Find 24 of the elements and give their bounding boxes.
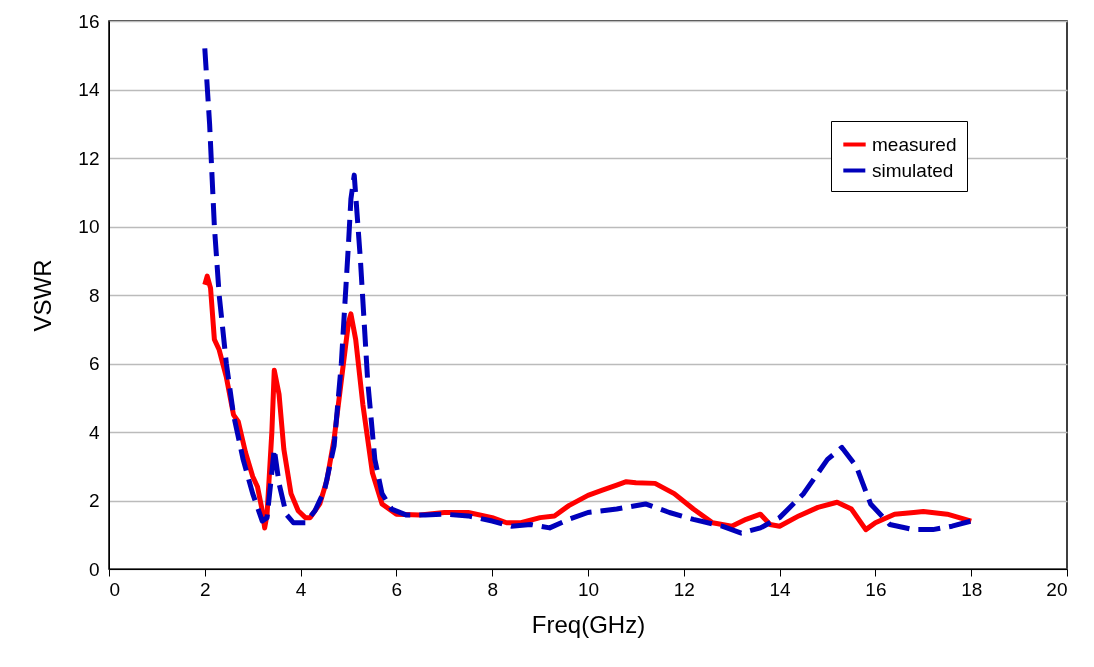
y-tick-label: 2 bbox=[88, 490, 100, 511]
x-tick-label: 16 bbox=[865, 578, 887, 600]
x-axis-title: Freq(GHz) bbox=[531, 610, 646, 638]
x-tick-label: 14 bbox=[769, 578, 792, 600]
x-tick-label: 0 bbox=[109, 578, 121, 600]
x-tick-label: 18 bbox=[961, 578, 983, 600]
x-tick-label: 6 bbox=[391, 578, 403, 600]
y-tick-label: 8 bbox=[88, 284, 100, 306]
x-tick-label: 12 bbox=[673, 578, 695, 600]
y-tick-label: 10 bbox=[78, 216, 100, 237]
x-tick-label: 2 bbox=[200, 578, 211, 600]
legend-label: simulated bbox=[872, 159, 954, 181]
y-tick-label: 16 bbox=[78, 10, 100, 32]
y-tick-label: 6 bbox=[88, 353, 100, 374]
x-tick-label: 10 bbox=[577, 578, 600, 600]
y-tick-label: 0 bbox=[88, 558, 100, 580]
y-tick-label: 12 bbox=[78, 147, 100, 169]
y-tick-label: 4 bbox=[88, 421, 100, 443]
y-tick-label: 14 bbox=[78, 79, 100, 100]
x-tick-label: 8 bbox=[487, 578, 498, 600]
y-axis-title: VSWR bbox=[29, 259, 57, 332]
x-tick-label: 4 bbox=[295, 578, 307, 600]
legend-label: measured bbox=[872, 133, 957, 155]
x-tick-label: 20 bbox=[1046, 578, 1068, 600]
